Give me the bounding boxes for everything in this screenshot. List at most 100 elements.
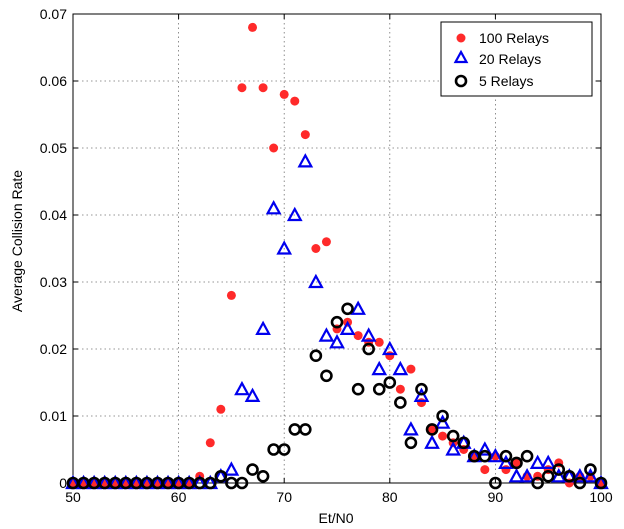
data-point (394, 396, 407, 409)
data-point (321, 237, 331, 247)
data-point (512, 458, 522, 468)
data-point (374, 337, 384, 347)
data-point (290, 96, 300, 106)
data-point (478, 449, 492, 463)
data-point (584, 463, 597, 476)
data-point (404, 436, 418, 450)
data-point (498, 454, 514, 469)
data-point (445, 441, 462, 456)
data-point (508, 468, 525, 483)
y-tick-label: 0 (59, 475, 67, 491)
data-point (457, 436, 471, 450)
data-point (341, 302, 354, 316)
legend-marker-20-relays (453, 49, 469, 64)
data-point (381, 340, 398, 356)
data-point (572, 468, 588, 483)
data-point (223, 461, 240, 476)
data-point (309, 349, 323, 363)
y-tick-label: 0.03 (40, 274, 67, 290)
y-axis-label: Average Collision Rate (9, 170, 25, 312)
data-point (300, 130, 310, 140)
data-point (487, 447, 504, 463)
data-point (476, 441, 493, 456)
data-point (299, 423, 312, 436)
data-point (403, 421, 419, 436)
data-point (258, 83, 268, 93)
data-point (436, 409, 449, 423)
data-series (65, 22, 609, 490)
data-point (308, 273, 324, 289)
data-point (540, 454, 557, 469)
data-point (248, 22, 258, 32)
data-point (552, 463, 566, 476)
data-point (256, 469, 270, 483)
data-point (237, 83, 247, 93)
data-point (276, 240, 293, 255)
data-point (244, 387, 261, 402)
x-tick-label: 70 (276, 489, 292, 505)
data-point (425, 423, 439, 436)
data-point (510, 456, 523, 470)
data-point (519, 468, 535, 483)
data-point (318, 327, 335, 342)
data-point (529, 454, 546, 469)
data-point (446, 429, 460, 443)
data-point (286, 206, 303, 222)
x-tick-label: 90 (488, 489, 504, 505)
legend-marker-5-relays (454, 74, 468, 88)
series-20-relays (65, 153, 609, 490)
series-5-relays (66, 302, 608, 490)
data-point (279, 89, 289, 99)
data-point (385, 351, 395, 361)
data-point (277, 443, 291, 456)
data-point (499, 449, 513, 463)
data-point (265, 200, 282, 215)
x-tick-label: 60 (171, 489, 187, 505)
data-point (362, 342, 375, 356)
data-point (205, 438, 215, 448)
data-point (371, 360, 388, 376)
y-tick-label: 0.06 (40, 73, 67, 89)
data-point (246, 463, 259, 476)
data-point (563, 469, 576, 483)
data-point (395, 384, 405, 394)
data-point (424, 434, 440, 449)
data-point (406, 364, 416, 374)
data-point (235, 476, 249, 490)
data-point (594, 476, 608, 490)
data-point (541, 469, 555, 483)
data-point (329, 334, 345, 349)
y-tick-label: 0.01 (40, 408, 67, 424)
x-tick-label: 100 (589, 489, 613, 505)
data-point (297, 153, 314, 168)
data-point (311, 244, 321, 253)
data-point (531, 476, 544, 490)
y-tick-label: 0.07 (40, 6, 67, 22)
data-point (416, 398, 426, 408)
y-tick-label: 0.02 (40, 341, 67, 357)
data-point (216, 404, 226, 414)
legend-label-5-relays: 5 Relays (479, 73, 533, 89)
data-point (480, 465, 490, 475)
grid (73, 14, 601, 483)
data-point (330, 315, 344, 329)
axis-ticks: 50 60 70 80 90 100 0 0.01 0.02 0.03 0.04 0.05 0.06 0.… (40, 6, 613, 505)
x-tick-label: 80 (382, 489, 398, 505)
data-point (550, 468, 567, 483)
data-point (234, 380, 250, 396)
data-point (226, 290, 236, 300)
data-point (203, 476, 217, 490)
data-point (267, 443, 280, 456)
data-point (360, 327, 377, 342)
data-point (520, 449, 534, 463)
data-point (392, 360, 409, 376)
data-point (288, 423, 302, 436)
data-point (255, 320, 271, 335)
legend-marker-100-relays (456, 33, 466, 43)
data-point (339, 320, 356, 335)
data-point (353, 331, 363, 341)
data-point (434, 414, 451, 429)
data-point (582, 468, 599, 483)
legend: 100 Relays 20 Relays 5 Relays (440, 21, 593, 97)
y-tick-label: 0.04 (40, 207, 67, 223)
